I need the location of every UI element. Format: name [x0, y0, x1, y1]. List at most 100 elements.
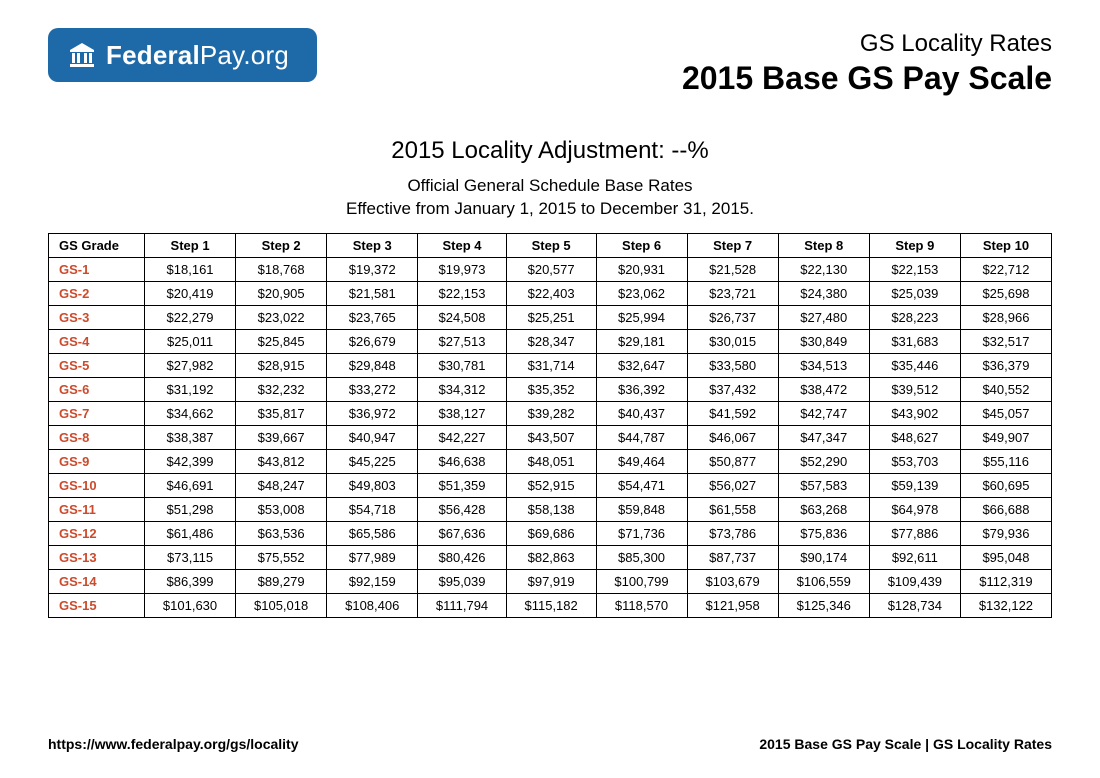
page-title: 2015 Base GS Pay Scale: [682, 60, 1052, 97]
pay-cell: $53,008: [236, 497, 327, 521]
pay-cell: $52,915: [506, 473, 596, 497]
table-row: GS-3$22,279$23,022$23,765$24,508$25,251$…: [49, 305, 1052, 329]
pay-cell: $53,703: [869, 449, 960, 473]
pay-cell: $27,982: [145, 353, 236, 377]
bank-icon: [68, 42, 96, 68]
pay-cell: $18,161: [145, 257, 236, 281]
pay-cell: $118,570: [596, 593, 687, 617]
pay-cell: $63,536: [236, 521, 327, 545]
pay-cell: $31,714: [506, 353, 596, 377]
pay-cell: $20,905: [236, 281, 327, 305]
pay-cell: $90,174: [778, 545, 869, 569]
pay-cell: $64,978: [869, 497, 960, 521]
pay-cell: $32,647: [596, 353, 687, 377]
pay-cell: $80,426: [418, 545, 506, 569]
pay-cell: $50,877: [687, 449, 778, 473]
pay-cell: $28,915: [236, 353, 327, 377]
pay-scale-table: GS GradeStep 1Step 2Step 3Step 4Step 5St…: [48, 233, 1052, 618]
table-row: GS-10$46,691$48,247$49,803$51,359$52,915…: [49, 473, 1052, 497]
header-row: FederalPay.org GS Locality Rates 2015 Ba…: [48, 28, 1052, 97]
grade-cell: GS-9: [49, 449, 145, 473]
pay-cell: $55,116: [960, 449, 1051, 473]
pay-cell: $26,679: [327, 329, 418, 353]
col-header-step: Step 9: [869, 233, 960, 257]
pay-cell: $45,057: [960, 401, 1051, 425]
pay-cell: $25,698: [960, 281, 1051, 305]
pay-cell: $31,683: [869, 329, 960, 353]
col-header-step: Step 6: [596, 233, 687, 257]
pay-cell: $48,051: [506, 449, 596, 473]
grade-cell: GS-3: [49, 305, 145, 329]
page-subtitle: GS Locality Rates: [682, 30, 1052, 58]
pay-cell: $48,627: [869, 425, 960, 449]
title-block: GS Locality Rates 2015 Base GS Pay Scale: [682, 28, 1052, 97]
table-header-row: GS GradeStep 1Step 2Step 3Step 4Step 5St…: [49, 233, 1052, 257]
pay-cell: $32,232: [236, 377, 327, 401]
pay-cell: $22,279: [145, 305, 236, 329]
pay-cell: $35,817: [236, 401, 327, 425]
pay-cell: $43,812: [236, 449, 327, 473]
pay-cell: $125,346: [778, 593, 869, 617]
pay-cell: $38,387: [145, 425, 236, 449]
table-row: GS-11$51,298$53,008$54,718$56,428$58,138…: [49, 497, 1052, 521]
pay-cell: $22,153: [418, 281, 506, 305]
pay-cell: $46,691: [145, 473, 236, 497]
pay-cell: $54,471: [596, 473, 687, 497]
grade-cell: GS-13: [49, 545, 145, 569]
pay-cell: $41,592: [687, 401, 778, 425]
pay-cell: $42,399: [145, 449, 236, 473]
pay-cell: $49,464: [596, 449, 687, 473]
pay-cell: $20,931: [596, 257, 687, 281]
mid-block: 2015 Locality Adjustment: --% Official G…: [48, 137, 1052, 221]
pay-cell: $51,298: [145, 497, 236, 521]
table-head: GS GradeStep 1Step 2Step 3Step 4Step 5St…: [49, 233, 1052, 257]
pay-cell: $75,552: [236, 545, 327, 569]
grade-cell: GS-6: [49, 377, 145, 401]
pay-cell: $40,947: [327, 425, 418, 449]
pay-cell: $30,015: [687, 329, 778, 353]
pay-cell: $85,300: [596, 545, 687, 569]
pay-cell: $30,849: [778, 329, 869, 353]
pay-cell: $28,223: [869, 305, 960, 329]
pay-cell: $23,062: [596, 281, 687, 305]
pay-cell: $38,127: [418, 401, 506, 425]
pay-cell: $38,472: [778, 377, 869, 401]
col-header-step: Step 5: [506, 233, 596, 257]
pay-cell: $44,787: [596, 425, 687, 449]
table-body: GS-1$18,161$18,768$19,372$19,973$20,577$…: [49, 257, 1052, 617]
footer: https://www.federalpay.org/gs/locality 2…: [48, 736, 1052, 752]
pay-cell: $51,359: [418, 473, 506, 497]
pay-cell: $40,552: [960, 377, 1051, 401]
pay-cell: $25,994: [596, 305, 687, 329]
pay-cell: $29,181: [596, 329, 687, 353]
col-header-step: Step 4: [418, 233, 506, 257]
adjustment-line: 2015 Locality Adjustment: --%: [48, 137, 1052, 165]
pay-cell: $36,972: [327, 401, 418, 425]
page: FederalPay.org GS Locality Rates 2015 Ba…: [0, 0, 1100, 638]
pay-cell: $23,022: [236, 305, 327, 329]
pay-cell: $22,403: [506, 281, 596, 305]
description-line-1: Official General Schedule Base Rates: [48, 175, 1052, 198]
grade-cell: GS-15: [49, 593, 145, 617]
pay-cell: $75,836: [778, 521, 869, 545]
pay-cell: $29,848: [327, 353, 418, 377]
pay-cell: $82,863: [506, 545, 596, 569]
pay-cell: $57,583: [778, 473, 869, 497]
pay-cell: $101,630: [145, 593, 236, 617]
pay-cell: $87,737: [687, 545, 778, 569]
grade-cell: GS-5: [49, 353, 145, 377]
pay-cell: $59,139: [869, 473, 960, 497]
table-row: GS-6$31,192$32,232$33,272$34,312$35,352$…: [49, 377, 1052, 401]
pay-cell: $65,586: [327, 521, 418, 545]
grade-cell: GS-1: [49, 257, 145, 281]
footer-caption: 2015 Base GS Pay Scale | GS Locality Rat…: [759, 736, 1052, 752]
pay-cell: $42,227: [418, 425, 506, 449]
pay-cell: $100,799: [596, 569, 687, 593]
pay-cell: $40,437: [596, 401, 687, 425]
pay-cell: $39,512: [869, 377, 960, 401]
col-header-step: Step 7: [687, 233, 778, 257]
pay-cell: $103,679: [687, 569, 778, 593]
pay-cell: $108,406: [327, 593, 418, 617]
pay-cell: $46,067: [687, 425, 778, 449]
pay-cell: $92,611: [869, 545, 960, 569]
